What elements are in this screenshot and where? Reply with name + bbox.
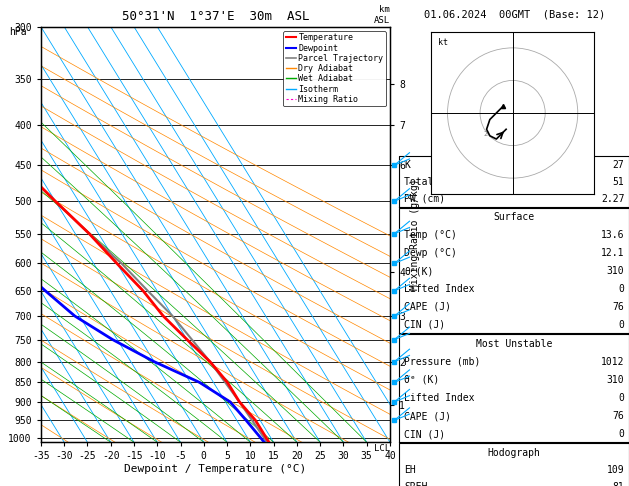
X-axis label: Dewpoint / Temperature (°C): Dewpoint / Temperature (°C): [125, 464, 306, 474]
Text: hPa: hPa: [9, 27, 27, 37]
Legend: Temperature, Dewpoint, Parcel Trajectory, Dry Adiabat, Wet Adiabat, Isotherm, Mi: Temperature, Dewpoint, Parcel Trajectory…: [283, 31, 386, 106]
Text: SREH: SREH: [404, 482, 428, 486]
Text: kt: kt: [438, 37, 448, 47]
Text: 76: 76: [613, 302, 625, 312]
Text: CAPE (J): CAPE (J): [404, 302, 451, 312]
Text: PW (cm): PW (cm): [404, 194, 445, 204]
Text: 1012: 1012: [601, 357, 625, 367]
Text: Temp (°C): Temp (°C): [404, 230, 457, 240]
Text: Dewp (°C): Dewp (°C): [404, 248, 457, 258]
Text: 0: 0: [618, 393, 625, 403]
Text: θᵉ (K): θᵉ (K): [404, 375, 439, 385]
Text: Most Unstable: Most Unstable: [476, 339, 552, 349]
Y-axis label: Mixing Ratio (g/kg): Mixing Ratio (g/kg): [411, 179, 420, 290]
Text: 310: 310: [607, 375, 625, 385]
Text: 0: 0: [618, 320, 625, 330]
Text: 0: 0: [618, 284, 625, 294]
Text: 109: 109: [607, 465, 625, 475]
Text: 51: 51: [613, 177, 625, 187]
Text: CIN (J): CIN (J): [404, 320, 445, 330]
Text: 50°31'N  1°37'E  30m  ASL: 50°31'N 1°37'E 30m ASL: [121, 10, 309, 22]
Text: 310: 310: [607, 266, 625, 276]
Text: CIN (J): CIN (J): [404, 429, 445, 439]
Text: Hodograph: Hodograph: [487, 448, 541, 458]
Text: K: K: [404, 160, 410, 170]
Text: km
ASL: km ASL: [374, 5, 390, 25]
Text: 01.06.2024  00GMT  (Base: 12): 01.06.2024 00GMT (Base: 12): [423, 10, 605, 20]
Text: 81: 81: [613, 482, 625, 486]
Text: Lifted Index: Lifted Index: [404, 284, 474, 294]
Text: Totals Totals: Totals Totals: [404, 177, 481, 187]
Text: 0: 0: [618, 429, 625, 439]
Text: EH: EH: [404, 465, 416, 475]
Text: 2: 2: [483, 131, 487, 137]
Text: 2.27: 2.27: [601, 194, 625, 204]
Text: Pressure (mb): Pressure (mb): [404, 357, 481, 367]
Text: 12.1: 12.1: [601, 248, 625, 258]
Text: CAPE (J): CAPE (J): [404, 411, 451, 421]
Text: LCL: LCL: [374, 444, 390, 453]
Text: θᵉ(K): θᵉ(K): [404, 266, 433, 276]
Text: 76: 76: [613, 411, 625, 421]
Text: 13.6: 13.6: [601, 230, 625, 240]
Text: Lifted Index: Lifted Index: [404, 393, 474, 403]
Text: Surface: Surface: [494, 212, 535, 223]
Text: 27: 27: [613, 160, 625, 170]
